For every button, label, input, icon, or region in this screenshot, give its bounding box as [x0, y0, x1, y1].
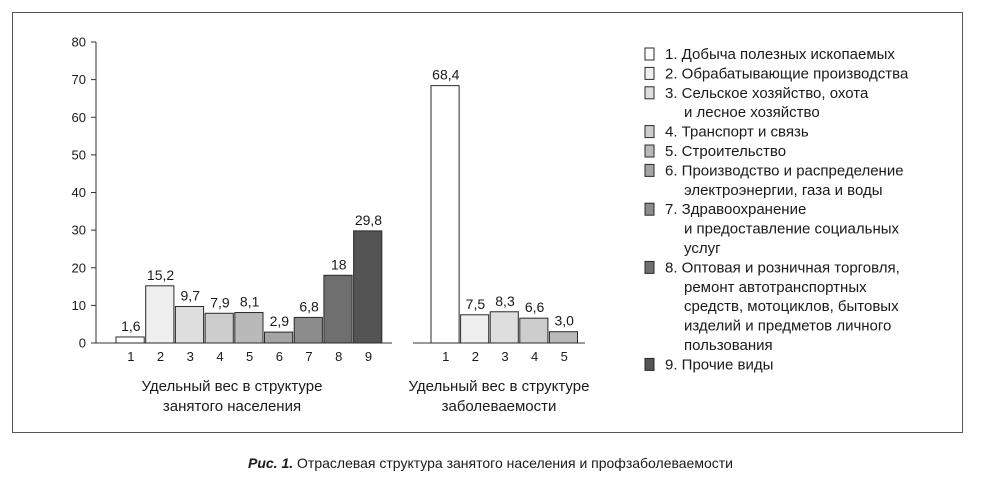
y-tick-label: 30 — [72, 223, 86, 238]
legend-entry: 4. Транспорт и связь — [665, 124, 809, 141]
legend-entry: пользования — [684, 337, 773, 354]
legend-entry: 2. Обрабатывающие производства — [665, 65, 909, 82]
bar — [234, 312, 264, 344]
bar — [489, 311, 519, 344]
bar — [145, 285, 175, 344]
x-tick-label: 3 — [187, 349, 194, 364]
y-tick-label: 60 — [72, 110, 86, 125]
bar — [548, 331, 579, 344]
y-tick-label: 70 — [72, 72, 86, 87]
caption-text: Отраслевая структура занятого населения … — [293, 455, 733, 471]
legend-swatch — [644, 357, 655, 371]
x-tick-label: 9 — [365, 349, 372, 364]
legend-entry: и лесное хозяйство — [684, 104, 820, 121]
x-tick-label: 3 — [501, 349, 508, 364]
bar — [353, 230, 383, 344]
x-tick-label: 7 — [305, 349, 312, 364]
x-tick-label: 8 — [335, 349, 342, 364]
data-label: 2,9 — [270, 313, 290, 329]
x-axis-label: занятого населения — [163, 398, 301, 415]
data-label: 8,3 — [495, 293, 515, 309]
caption-prefix: Рис. 1. — [248, 455, 294, 471]
legend-entry: электроэнергии, газа и воды — [684, 182, 883, 199]
legend-swatch — [644, 202, 655, 216]
legend-entry: 9. Прочие виды — [665, 356, 773, 373]
legend-swatch — [644, 125, 655, 139]
data-label: 6,6 — [525, 299, 545, 315]
data-label: 8,1 — [240, 294, 260, 310]
legend-entry: 5. Строительство — [665, 143, 786, 160]
bar — [174, 306, 205, 344]
x-tick-label: 2 — [472, 349, 479, 364]
x-tick-label: 1 — [127, 349, 134, 364]
figure-caption: Рис. 1. Отраслевая структура занятого на… — [0, 455, 981, 471]
bar — [519, 317, 549, 344]
x-tick-label: 5 — [246, 349, 253, 364]
data-label: 68,4 — [432, 67, 459, 83]
data-label: 7,9 — [210, 294, 230, 310]
legend-swatch — [644, 86, 655, 100]
y-tick-label: 0 — [79, 336, 86, 351]
legend-entry: 3. Сельское хозяйство, охота — [665, 85, 869, 102]
legend-entry: 7. Здравоохранение — [665, 201, 806, 218]
x-axis-label: Удельный вес в структуре — [409, 378, 590, 395]
y-tick-label: 40 — [72, 185, 86, 200]
x-tick-label: 1 — [442, 349, 449, 364]
legend-swatch — [644, 144, 655, 158]
data-label: 3,0 — [554, 313, 574, 329]
bar — [430, 85, 460, 344]
legend-entry: изделий и предметов личного — [684, 318, 891, 335]
x-tick-label: 4 — [531, 349, 538, 364]
legend-entry: 1. Добыча полезных ископаемых — [665, 46, 895, 63]
legend-entry: ремонт автотранспортных — [684, 279, 867, 296]
bar — [460, 314, 490, 344]
legend-swatch — [644, 163, 655, 177]
data-label: 29,8 — [355, 212, 382, 228]
x-axis-label: заболеваемости — [442, 398, 557, 415]
x-tick-label: 5 — [561, 349, 568, 364]
y-tick-label: 80 — [72, 35, 86, 50]
chart: 0 10 20 30 40 50 60 70 80 1,6 1 15,2 2 9,7 3 7,9 4 8,1 5 2,… — [72, 35, 909, 416]
bar — [115, 336, 145, 344]
legend-entry: услуг — [684, 240, 721, 257]
data-label: 9,7 — [181, 288, 201, 304]
data-label: 6,8 — [299, 298, 319, 314]
x-tick-label: 6 — [276, 349, 283, 364]
bar — [204, 312, 234, 344]
x-axis-label: Удельный вес в структуре — [142, 378, 323, 395]
bar — [323, 274, 353, 344]
legend-swatch — [644, 47, 655, 61]
figure-frame: 0 10 20 30 40 50 60 70 80 1,6 1 15,2 2 9,7 3 7,9 4 8,1 5 2,… — [12, 12, 963, 433]
data-label: 1,6 — [121, 318, 141, 334]
y-tick-label: 20 — [72, 260, 86, 275]
legend-entry: 6. Производство и распределение — [665, 162, 904, 179]
data-label: 18 — [331, 256, 347, 272]
x-tick-label: 2 — [157, 349, 164, 364]
legend-entry: 8. Оптовая и розничная торговля, — [665, 259, 900, 276]
data-label: 15,2 — [147, 267, 174, 283]
bar — [264, 331, 294, 344]
y-tick-label: 10 — [72, 298, 86, 313]
bar — [293, 316, 323, 344]
legend-entry: и предоставление социальных — [684, 221, 900, 238]
legend-swatch — [644, 66, 655, 80]
legend-swatch — [644, 260, 655, 274]
y-tick-label: 50 — [72, 147, 86, 162]
x-tick-label: 4 — [216, 349, 223, 364]
data-label: 7,5 — [466, 296, 486, 312]
legend-entry: средств, мотоциклов, бытовых — [684, 298, 899, 315]
